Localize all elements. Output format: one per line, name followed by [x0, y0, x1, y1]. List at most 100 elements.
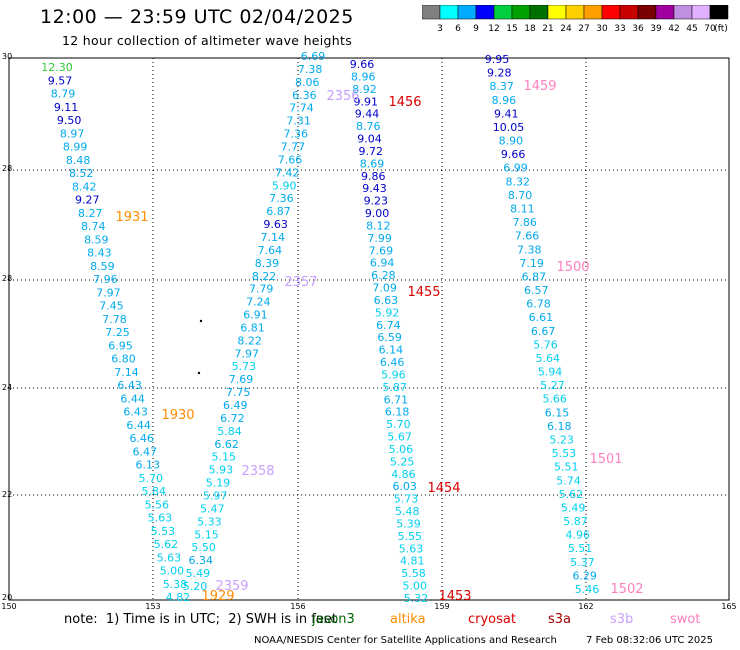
wave-height-value: 7.66	[515, 230, 540, 243]
colorbar-tick-label: 21	[542, 24, 553, 34]
time-label: 2358	[241, 464, 274, 479]
wave-height-value: 6.80	[111, 353, 136, 366]
wave-height-value: 5.70	[139, 472, 164, 485]
wave-height-value: 9.23	[364, 195, 389, 208]
wave-height-value: 5.27	[540, 379, 565, 392]
footer-credit: NOAA/NESDIS Center for Satellite Applica…	[254, 635, 557, 646]
wave-height-value: 6.15	[545, 406, 570, 419]
wave-height-value: 7.97	[235, 347, 260, 360]
time-label: 2359	[215, 579, 248, 594]
legend-cryosat: cryosat	[468, 612, 516, 627]
wave-height-value: 5.74	[556, 474, 581, 487]
wave-height-value: 5.50	[191, 541, 216, 554]
wave-height-value: 5.55	[397, 530, 422, 543]
wave-height-value: 7.77	[281, 140, 306, 153]
lon-label-159: 159	[434, 602, 450, 611]
map-frame	[8, 57, 730, 601]
island-marker	[199, 319, 203, 323]
wave-height-value: 9.50	[57, 114, 82, 127]
wave-height-value: 6.61	[529, 311, 554, 324]
wave-height-value: 5.93	[209, 464, 234, 477]
wave-height-value: 6.43	[117, 379, 142, 392]
wave-height-value: 8.37	[489, 80, 514, 93]
wave-height-value: 5.38	[163, 578, 188, 591]
wave-height-value: 8.59	[90, 260, 115, 273]
wave-height-value: 4.86	[391, 468, 416, 481]
wave-height-value: 8.70	[508, 189, 533, 202]
wave-height-value: 7.66	[278, 153, 303, 166]
legend-swot: swot	[670, 612, 701, 627]
wave-height-value: 6.87	[522, 270, 547, 283]
lon-label-150: 150	[1, 602, 17, 611]
wave-height-value: 6.99	[503, 162, 528, 175]
wave-height-value: 6.91	[243, 309, 268, 322]
wave-height-value: 8.96	[351, 70, 376, 83]
wave-height-value: 8.43	[87, 247, 112, 260]
lat-label-22: 22	[2, 490, 13, 499]
wave-height-value: 12.30	[41, 61, 73, 74]
time-label: 1931	[115, 210, 148, 225]
wave-height-value: 7.74	[289, 102, 314, 115]
wave-height-value: 5.06	[389, 443, 414, 456]
wave-height-value: 9.11	[54, 101, 79, 114]
wave-height-value: 5.15	[194, 528, 219, 541]
colorbar-tick-label: 18	[524, 24, 536, 34]
wave-height-value: 7.64	[258, 244, 283, 257]
wave-height-value: 7.25	[105, 326, 130, 339]
wave-height-value: 8.27	[78, 207, 103, 220]
wave-height-value: 5.73	[394, 493, 419, 506]
colorbar-tick-label: 39	[650, 24, 662, 34]
time-label: 1929	[201, 589, 234, 604]
wave-height-value: 9.43	[362, 182, 387, 195]
lat-label-28a: 28	[2, 164, 13, 173]
wave-height-value: 9.86	[361, 170, 386, 183]
wave-height-value: 10.05	[493, 121, 525, 134]
wave-height-value: 5.33	[197, 515, 222, 528]
wave-height-value: 8.22	[237, 334, 262, 347]
wave-height-value: 7.09	[372, 282, 397, 295]
wave-height-value: 6.59	[377, 331, 402, 344]
footer-timestamp: 7 Feb 08:32:06 UTC 2025	[586, 635, 713, 646]
time-label: 1501	[589, 452, 622, 467]
wave-height-value: 5.76	[533, 338, 558, 351]
colorbar-tick-label: 6	[455, 24, 461, 34]
wave-height-value: 7.42	[275, 166, 300, 179]
wave-height-value: 8.92	[352, 83, 377, 96]
wave-height-value: 6.47	[132, 445, 157, 458]
legend-s3a: s3a	[548, 612, 572, 627]
wave-height-value: 5.47	[200, 502, 225, 515]
wave-height-value: 7.78	[102, 313, 127, 326]
lat-label-30: 30	[2, 52, 13, 61]
wave-height-value: 5.46	[575, 583, 600, 596]
wave-height-value: 5.97	[203, 490, 228, 503]
wave-height-value: 5.70	[386, 418, 411, 431]
wave-height-value: 8.76	[356, 120, 381, 133]
legend-altika: altika	[390, 612, 426, 627]
time-label: 2356	[326, 89, 359, 104]
colorbar-tick-label: 36	[632, 24, 644, 34]
wave-height-value: 6.44	[120, 392, 145, 405]
wave-height-value: 5.58	[401, 567, 426, 580]
wave-height-value: 5.73	[232, 360, 257, 373]
wave-height-value: 5.63	[399, 542, 424, 555]
lon-label-165: 165	[721, 602, 737, 611]
wave-height-value: 6.29	[572, 569, 597, 582]
wave-height-value: 7.79	[249, 283, 274, 296]
wave-height-value: 6.13	[136, 459, 161, 472]
colorbar-tick-label: 9	[473, 24, 479, 34]
wave-height-value: 6.87	[266, 205, 291, 218]
wave-height-value: 6.46	[129, 432, 154, 445]
colorbar-tick-label: 15	[506, 24, 517, 34]
time-label: 1456	[388, 95, 421, 110]
wave-height-value: 6.14	[379, 344, 404, 357]
wave-height-value: 5.64	[536, 352, 561, 365]
wave-height-value: 5.39	[396, 517, 421, 530]
wave-height-value: 5.48	[395, 505, 420, 518]
wave-height-value: 9.66	[350, 58, 375, 71]
wave-height-value: 5.56	[145, 498, 170, 511]
wave-height-value: 7.75	[226, 386, 251, 399]
wave-height-value: 9.28	[487, 67, 512, 80]
time-label: 1500	[556, 260, 589, 275]
page-title: 12:00 — 23:59 UTC 02/04/2025	[40, 6, 354, 28]
wave-height-value: 8.97	[60, 127, 85, 140]
